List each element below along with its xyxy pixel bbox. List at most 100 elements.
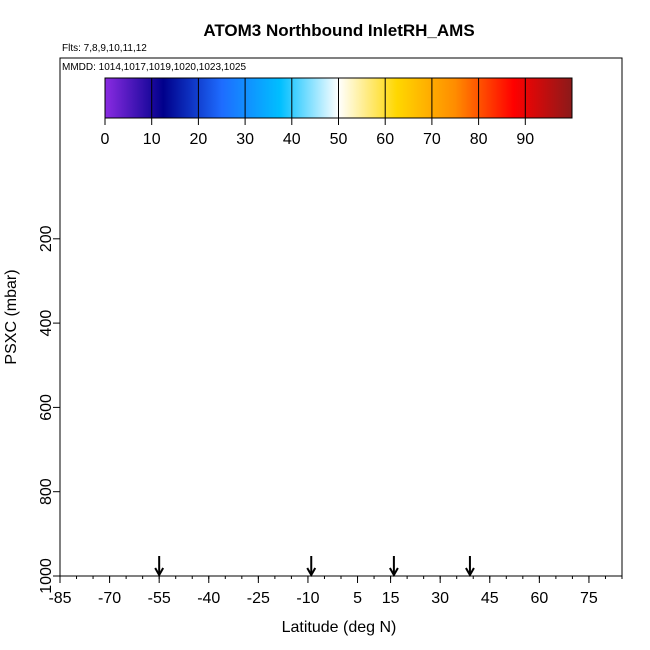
x-axis-label: Latitude (deg N) [282,619,397,636]
x-tick-label: -10 [296,590,319,607]
colorbar-tick-label: 70 [423,131,441,148]
sample-point [198,424,206,433]
sample-point [525,302,534,310]
latitude-arrow [306,556,317,578]
sample-point [122,239,130,247]
colorbar-tick-label: 80 [470,131,488,148]
sample-point [403,361,411,369]
sample-point [512,445,520,454]
colorbar-tick-label: 20 [190,131,208,148]
latitude-arrows [154,556,475,578]
sample-point [469,285,477,294]
x-tick-label: -25 [247,590,270,607]
latitude-arrow [154,556,165,578]
sample-point [396,268,405,277]
sample-point [211,247,220,256]
sample-point [462,369,471,378]
y-axis: 200 400 600 800 1000 [38,225,60,594]
sample-point [542,378,550,386]
colorbar-tick-label: 0 [101,131,110,148]
colorbar-tick-label: 10 [143,131,161,148]
latitude-arrow [465,556,475,578]
sample-point [350,348,358,357]
chart-subtitle-dates: MMDD: 1014,1017,1019,1020,1023,1025 [62,62,246,73]
plot-background [60,58,622,576]
sample-point [552,563,560,572]
x-tick-label: -85 [48,590,71,607]
x-tick-label: 75 [580,590,598,607]
sample-point [410,412,418,420]
x-tick-label: 15 [382,590,400,607]
colorbar-ticks: 0 10 20 30 40 50 60 70 80 90 [101,78,534,148]
sample-point [370,565,378,574]
colorbar: 0 10 20 30 40 50 60 70 80 90 [101,77,573,148]
sample-point [138,310,147,319]
sample-point [519,547,527,555]
sample-point [205,563,213,572]
sample-point [145,530,153,538]
sample-point [92,243,101,251]
sample-point [370,264,378,273]
sample-point [529,386,537,395]
x-tick-label: -70 [98,590,121,607]
sample-point [449,243,458,251]
y-tick-label: 600 [38,394,55,421]
sample-point [155,268,163,277]
y-tick-label: 400 [38,310,55,337]
x-tick-label: 45 [481,590,499,607]
y-tick-label: 200 [38,225,55,252]
sample-point [482,336,491,344]
sample-point [304,344,312,353]
sample-point [568,428,577,437]
sample-point [320,399,329,407]
sample-point [264,565,272,574]
latitude-arrow [389,556,399,578]
y-tick-label: 800 [38,478,55,505]
colorbar-tick-label: 90 [516,131,534,148]
sample-point [238,340,246,348]
sample-point [363,450,372,458]
y-tick-label: 1000 [38,558,55,594]
sample-point [575,315,583,323]
sample-point [419,260,428,268]
x-tick-label: 5 [353,590,362,607]
colorbar-tick-label: 60 [376,131,394,148]
x-tick-label: -40 [197,590,220,607]
sample-points [92,235,593,574]
sample-point [436,565,444,574]
sample-point [330,247,339,256]
sample-point [436,344,444,353]
sample-point [585,561,593,570]
sample-point [132,407,140,416]
colorbar-tick-label: 50 [330,131,348,148]
chart-subtitle-flights: Flts: 7,8,9,10,11,12 [62,43,147,54]
sample-point [376,336,385,344]
sample-point [502,306,510,315]
sample-point [271,340,279,348]
sample-point [287,235,296,243]
sample-point [221,424,229,433]
colorbar-tick-label: 40 [283,131,301,148]
colorbar-tick-label: 30 [236,131,254,148]
x-tick-label: 60 [530,590,548,607]
chart-title: ATOM3 Northbound InletRH_AMS [203,21,474,40]
y-axis-label: PSXC (mbar) [3,269,20,364]
x-tick-label: 30 [431,590,449,607]
sample-point [172,332,180,340]
sample-point [95,315,104,323]
sample-point [188,247,196,256]
x-axis: -85 -70 -55 -40 -25 -10 5 15 30 45 60 75 [48,576,623,607]
sample-point [99,555,107,563]
sample-point [383,437,391,445]
sample-point [492,483,501,492]
sample-point [555,285,563,294]
sample-point [535,319,544,327]
sample-point [105,403,114,412]
colorbar-frame [104,77,573,119]
sample-point [310,437,319,445]
plot-area [59,57,623,578]
sample-point [112,536,120,544]
sample-point [548,424,557,433]
x-tick-label: -55 [148,590,171,607]
